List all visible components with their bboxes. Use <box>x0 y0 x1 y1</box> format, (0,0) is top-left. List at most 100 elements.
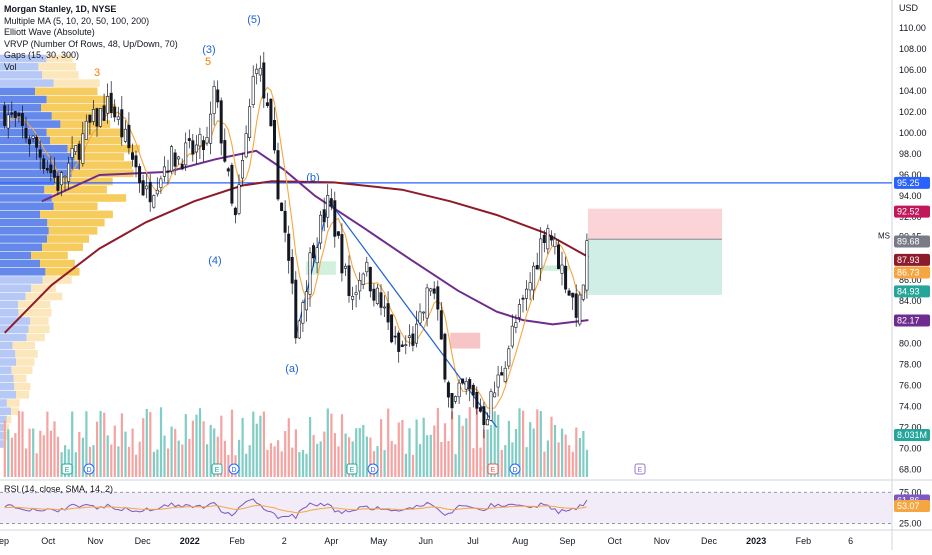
volume-bar <box>582 431 585 477</box>
rsi-sma-line <box>4 504 588 514</box>
candle-body <box>10 112 14 115</box>
volume-bar <box>78 432 81 477</box>
candle-body <box>418 311 422 324</box>
event-label: E <box>350 467 355 474</box>
vp-down-bar <box>6 399 20 407</box>
vp-down-bar <box>47 218 105 227</box>
volume-bar <box>557 442 560 477</box>
price-tick-label: 84.00 <box>899 296 922 306</box>
candle-body <box>177 156 181 160</box>
indicator-ma[interactable]: Multiple MA (5, 10, 20, 50, 100, 200) <box>4 15 150 26</box>
candle-body <box>20 113 24 127</box>
earnings-marker[interactable] <box>211 463 223 475</box>
vp-up-bar <box>0 276 43 284</box>
price-tag <box>894 314 930 327</box>
indicator-volume[interactable]: Vol <box>4 61 17 72</box>
candle-body <box>336 231 340 236</box>
volume-bar <box>376 446 379 477</box>
volume-bar <box>309 417 312 477</box>
vp-up-bar <box>0 251 31 260</box>
indicator-elliott-wave[interactable]: Elliott Wave (Absolute) <box>4 27 95 38</box>
candle-body <box>372 288 376 301</box>
candle-body <box>390 314 394 343</box>
vp-down-bar <box>53 79 100 87</box>
candle-body <box>517 304 521 318</box>
vp-down-bar <box>35 87 98 96</box>
indicator-vrvp[interactable]: VRVP (Number Of Rows, 48, Up/Down, 70) <box>4 38 178 49</box>
volume-bar <box>362 424 365 477</box>
candle-body <box>212 86 216 114</box>
vp-down-bar <box>11 366 33 374</box>
candle-body <box>329 198 333 207</box>
candle-body <box>145 185 149 190</box>
volume-bar <box>436 407 439 477</box>
dividend-marker[interactable] <box>83 463 95 475</box>
vp-down-bar <box>28 325 50 333</box>
volume-bar <box>262 411 265 477</box>
volume-bar <box>522 410 525 477</box>
candle-body <box>202 140 206 150</box>
vp-up-bar <box>0 382 15 391</box>
candle-body <box>84 120 88 140</box>
vp-down-bar <box>74 153 124 161</box>
vp-down-bar <box>6 415 12 424</box>
volume-bar <box>447 441 450 477</box>
earnings-marker[interactable] <box>61 463 73 475</box>
candle-body <box>74 145 78 152</box>
vp-down-bar <box>42 71 79 79</box>
indicator-gaps[interactable]: Gaps (15, 30, 300) <box>4 50 80 61</box>
candle-body <box>45 168 49 171</box>
vp-up-bar <box>0 325 29 333</box>
volume-bar <box>305 453 308 477</box>
candle-body <box>510 325 514 347</box>
dividend-marker[interactable] <box>228 463 240 475</box>
candle-body <box>571 292 575 298</box>
candle-body <box>173 152 177 167</box>
time-tick-label: Jun <box>419 536 434 546</box>
ma200-line <box>3 180 589 334</box>
vp-down-bar <box>26 333 45 342</box>
event-label: D <box>86 467 91 474</box>
candle-body <box>457 382 461 398</box>
volume-bar <box>482 429 486 477</box>
time-tick-label: Feb <box>229 536 245 546</box>
volume-bar <box>355 428 358 477</box>
volume-bar <box>387 408 390 477</box>
volume-bar <box>344 433 347 477</box>
candle-body <box>127 124 131 149</box>
price-tag-label: 89.68 <box>897 237 920 247</box>
event-label: E <box>65 467 70 474</box>
time-tick-label: Apr <box>324 536 338 546</box>
rsi-tick-label: 75.00 <box>899 487 922 497</box>
candle-body <box>379 292 383 308</box>
candle-body <box>283 210 287 233</box>
candle-body <box>549 235 553 241</box>
dividend-marker[interactable] <box>367 463 379 475</box>
candle-body <box>88 114 92 123</box>
candle-body <box>347 265 351 297</box>
vp-up-bar <box>0 79 54 87</box>
symbol-title[interactable]: Morgan Stanley, 1D, NYSE <box>4 4 117 14</box>
wave-label: (5) <box>247 14 260 26</box>
volume-bar <box>319 441 322 477</box>
vp-up-bar <box>0 210 40 219</box>
earnings-marker[interactable] <box>634 463 646 475</box>
candle-body <box>31 135 35 139</box>
candle-body <box>556 244 560 270</box>
event-label: E <box>638 467 643 474</box>
rsi-legend[interactable]: RSI (14, close, SMA, 14, 2) <box>4 484 114 494</box>
volume-bar <box>28 428 31 477</box>
vp-down-bar <box>18 309 52 317</box>
volume-bar <box>21 411 24 477</box>
volume-bar <box>67 449 70 477</box>
vp-down-bar <box>11 407 19 415</box>
price-tick-label: 70.00 <box>899 443 922 453</box>
vp-up-bar <box>0 243 43 251</box>
earnings-marker[interactable] <box>487 463 499 475</box>
dividend-marker[interactable] <box>509 463 521 475</box>
vp-up-bar <box>0 292 26 301</box>
candle-body <box>223 140 227 162</box>
earnings-marker[interactable] <box>346 463 358 475</box>
